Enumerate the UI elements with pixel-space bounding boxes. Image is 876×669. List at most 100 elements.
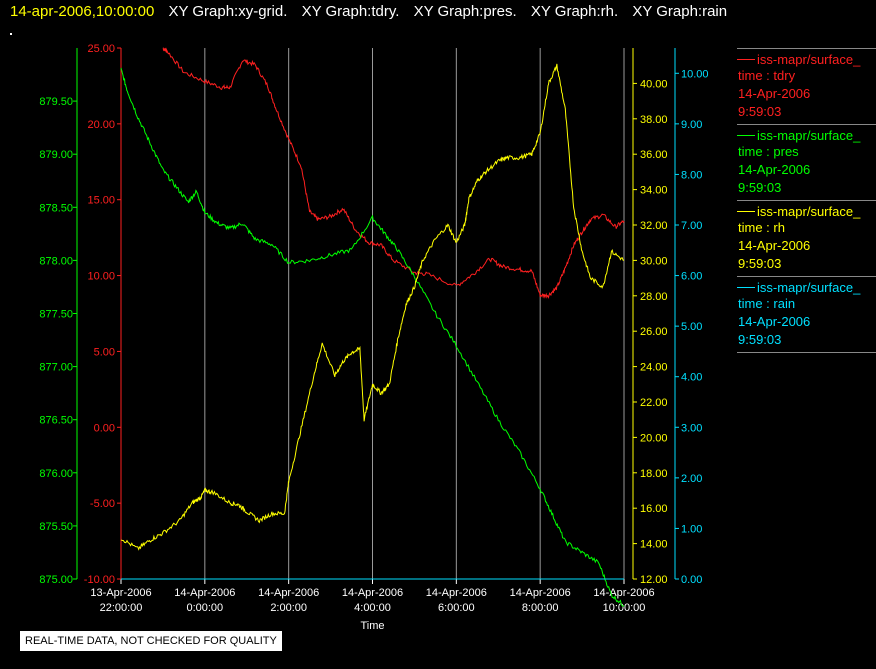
y-tick-label-rh: 38.00 (640, 114, 668, 126)
y-tick-label-pres: 879.50 (39, 96, 73, 108)
y-tick-label-tdry: 25.00 (87, 43, 115, 55)
y-tick-label-rh: 18.00 (640, 468, 668, 480)
y-tick-label-rh: 28.00 (640, 291, 668, 303)
legend-date: 14-Apr-2006 (738, 238, 811, 253)
y-tick-label-rh: 34.00 (640, 185, 668, 197)
series-line-pres (120, 67, 625, 607)
legend-line: iss-mapr/surface_ (737, 279, 876, 295)
y-tick-label-rh: 12.00 (640, 574, 668, 586)
legend-source: iss-mapr/surface_ (757, 203, 861, 219)
legend-swatch (737, 134, 755, 136)
x-tick-label-time: 10:00:00 (603, 602, 646, 614)
graph-label-pres[interactable]: XY Graph:pres. (413, 3, 517, 20)
y-tick-label-tdry: 0.00 (94, 422, 115, 434)
legend-time: 9:59:03 (738, 104, 782, 119)
legend-entry[interactable]: iss-mapr/surface_ time : rain 14-Apr-2006 9… (737, 276, 876, 353)
legend-line: iss-mapr/surface_ (737, 127, 876, 143)
y-tick-label-rh: 14.00 (640, 539, 668, 551)
y-tick-label-rain: 1.00 (681, 523, 702, 535)
y-tick-label-rh: 22.00 (640, 397, 668, 409)
y-tick-label-tdry: 20.00 (87, 119, 115, 131)
legend-line: iss-mapr/surface_ (737, 51, 876, 67)
y-tick-label-tdry: 10.00 (87, 271, 115, 283)
series-line-tdry (162, 47, 625, 299)
graph-label-rain[interactable]: XY Graph:rain (632, 3, 728, 20)
x-tick-label-time: 8:00:00 (522, 602, 559, 614)
y-tick-label-pres: 876.00 (39, 468, 73, 480)
graph-label-tdry[interactable]: XY Graph:tdry. (301, 3, 400, 20)
y-tick-label-rain: 8.00 (681, 169, 702, 181)
legend-date: 14-Apr-2006 (738, 86, 811, 101)
legend-swatch (737, 286, 755, 288)
legend-time: 9:59:03 (738, 332, 782, 347)
legend-time: 9:59:03 (738, 256, 782, 271)
legend-source: iss-mapr/surface_ (757, 279, 861, 295)
legend-field: time : rain (738, 296, 796, 311)
graph-label-rh[interactable]: XY Graph:rh. (530, 3, 619, 20)
data-quality-note: REAL-TIME DATA, NOT CHECKED FOR QUALITY (20, 631, 282, 651)
y-tick-label-rain: 5.00 (681, 321, 702, 333)
x-tick-label-time: 2:00:00 (270, 602, 307, 614)
x-tick-label-date: 14-Apr-2006 (510, 587, 571, 599)
x-tick-label-time: 0:00:00 (186, 602, 223, 614)
legend-source: iss-mapr/surface_ (757, 127, 861, 143)
x-tick-label-time: 6:00:00 (438, 602, 475, 614)
y-tick-label-rh: 32.00 (640, 220, 668, 232)
legend-entry[interactable]: iss-mapr/surface_ time : pres 14-Apr-2006 9… (737, 124, 876, 200)
x-tick-label-date: 14-Apr-2006 (593, 587, 654, 599)
y-tick-label-tdry: -10.00 (84, 574, 115, 586)
y-tick-label-rain: 2.00 (681, 473, 702, 485)
y-tick-label-pres: 875.00 (39, 574, 73, 586)
y-tick-label-pres: 877.00 (39, 362, 73, 374)
legend-line: iss-mapr/surface_ (737, 203, 876, 219)
y-tick-label-pres: 876.50 (39, 415, 73, 427)
y-tick-label-pres: 875.50 (39, 521, 73, 533)
legend-date: 14-Apr-2006 (738, 314, 811, 329)
x-tick-label-date: 13-Apr-2006 (90, 587, 151, 599)
y-tick-label-tdry: -5.00 (90, 498, 115, 510)
y-tick-label-rain: 6.00 (681, 271, 702, 283)
y-tick-label-pres: 877.50 (39, 309, 73, 321)
y-tick-label-rh: 26.00 (640, 326, 668, 338)
legend-swatch (737, 210, 755, 212)
x-tick-label-time: 22:00:00 (100, 602, 143, 614)
legend-time: 9:59:03 (738, 180, 782, 195)
y-tick-label-pres: 879.00 (39, 149, 73, 161)
y-tick-label-rh: 30.00 (640, 255, 668, 267)
series-line-rh (120, 63, 625, 551)
y-tick-label-rh: 36.00 (640, 149, 668, 161)
y-tick-label-pres: 878.00 (39, 255, 73, 267)
marker-dot (10, 33, 12, 35)
x-tick-label-date: 14-Apr-2006 (342, 587, 403, 599)
y-tick-label-rh: 20.00 (640, 432, 668, 444)
x-axis-label: Time (360, 620, 384, 632)
legend-entry[interactable]: iss-mapr/surface_ time : tdry 14-Apr-2006 9… (737, 48, 876, 124)
y-tick-label-rain: 3.00 (681, 422, 702, 434)
y-tick-label-rain: 7.00 (681, 220, 702, 232)
legend-swatch (737, 58, 755, 60)
legend: iss-mapr/surface_ time : tdry 14-Apr-2006 9… (737, 48, 876, 353)
y-tick-label-rh: 40.00 (640, 78, 668, 90)
x-tick-label-time: 4:00:00 (354, 602, 391, 614)
graph-label-xy-grid[interactable]: XY Graph:xy-grid. (168, 3, 288, 20)
x-tick-label-date: 14-Apr-2006 (426, 587, 487, 599)
legend-field: time : pres (738, 144, 799, 159)
legend-source: iss-mapr/surface_ (757, 51, 861, 67)
y-tick-label-rh: 24.00 (640, 362, 668, 374)
y-tick-label-tdry: 15.00 (87, 195, 115, 207)
x-tick-label-date: 14-Apr-2006 (258, 587, 319, 599)
title-bar: 14-apr-2006,10:00:00 XY Graph:xy-grid. X… (10, 3, 727, 20)
legend-date: 14-Apr-2006 (738, 162, 811, 177)
timestamp: 14-apr-2006,10:00:00 (10, 3, 155, 20)
y-tick-label-rain: 9.00 (681, 119, 702, 131)
y-tick-label-rh: 16.00 (640, 503, 668, 515)
legend-field: time : tdry (738, 68, 796, 83)
y-tick-label-pres: 878.50 (39, 202, 73, 214)
x-tick-label-date: 14-Apr-2006 (174, 587, 235, 599)
y-tick-label-tdry: 5.00 (94, 346, 115, 358)
legend-entry[interactable]: iss-mapr/surface_ time : rh 14-Apr-2006 9:5… (737, 200, 876, 276)
legend-field: time : rh (738, 220, 785, 235)
y-tick-label-rain: 0.00 (681, 574, 702, 586)
y-tick-label-rain: 10.00 (681, 68, 709, 80)
